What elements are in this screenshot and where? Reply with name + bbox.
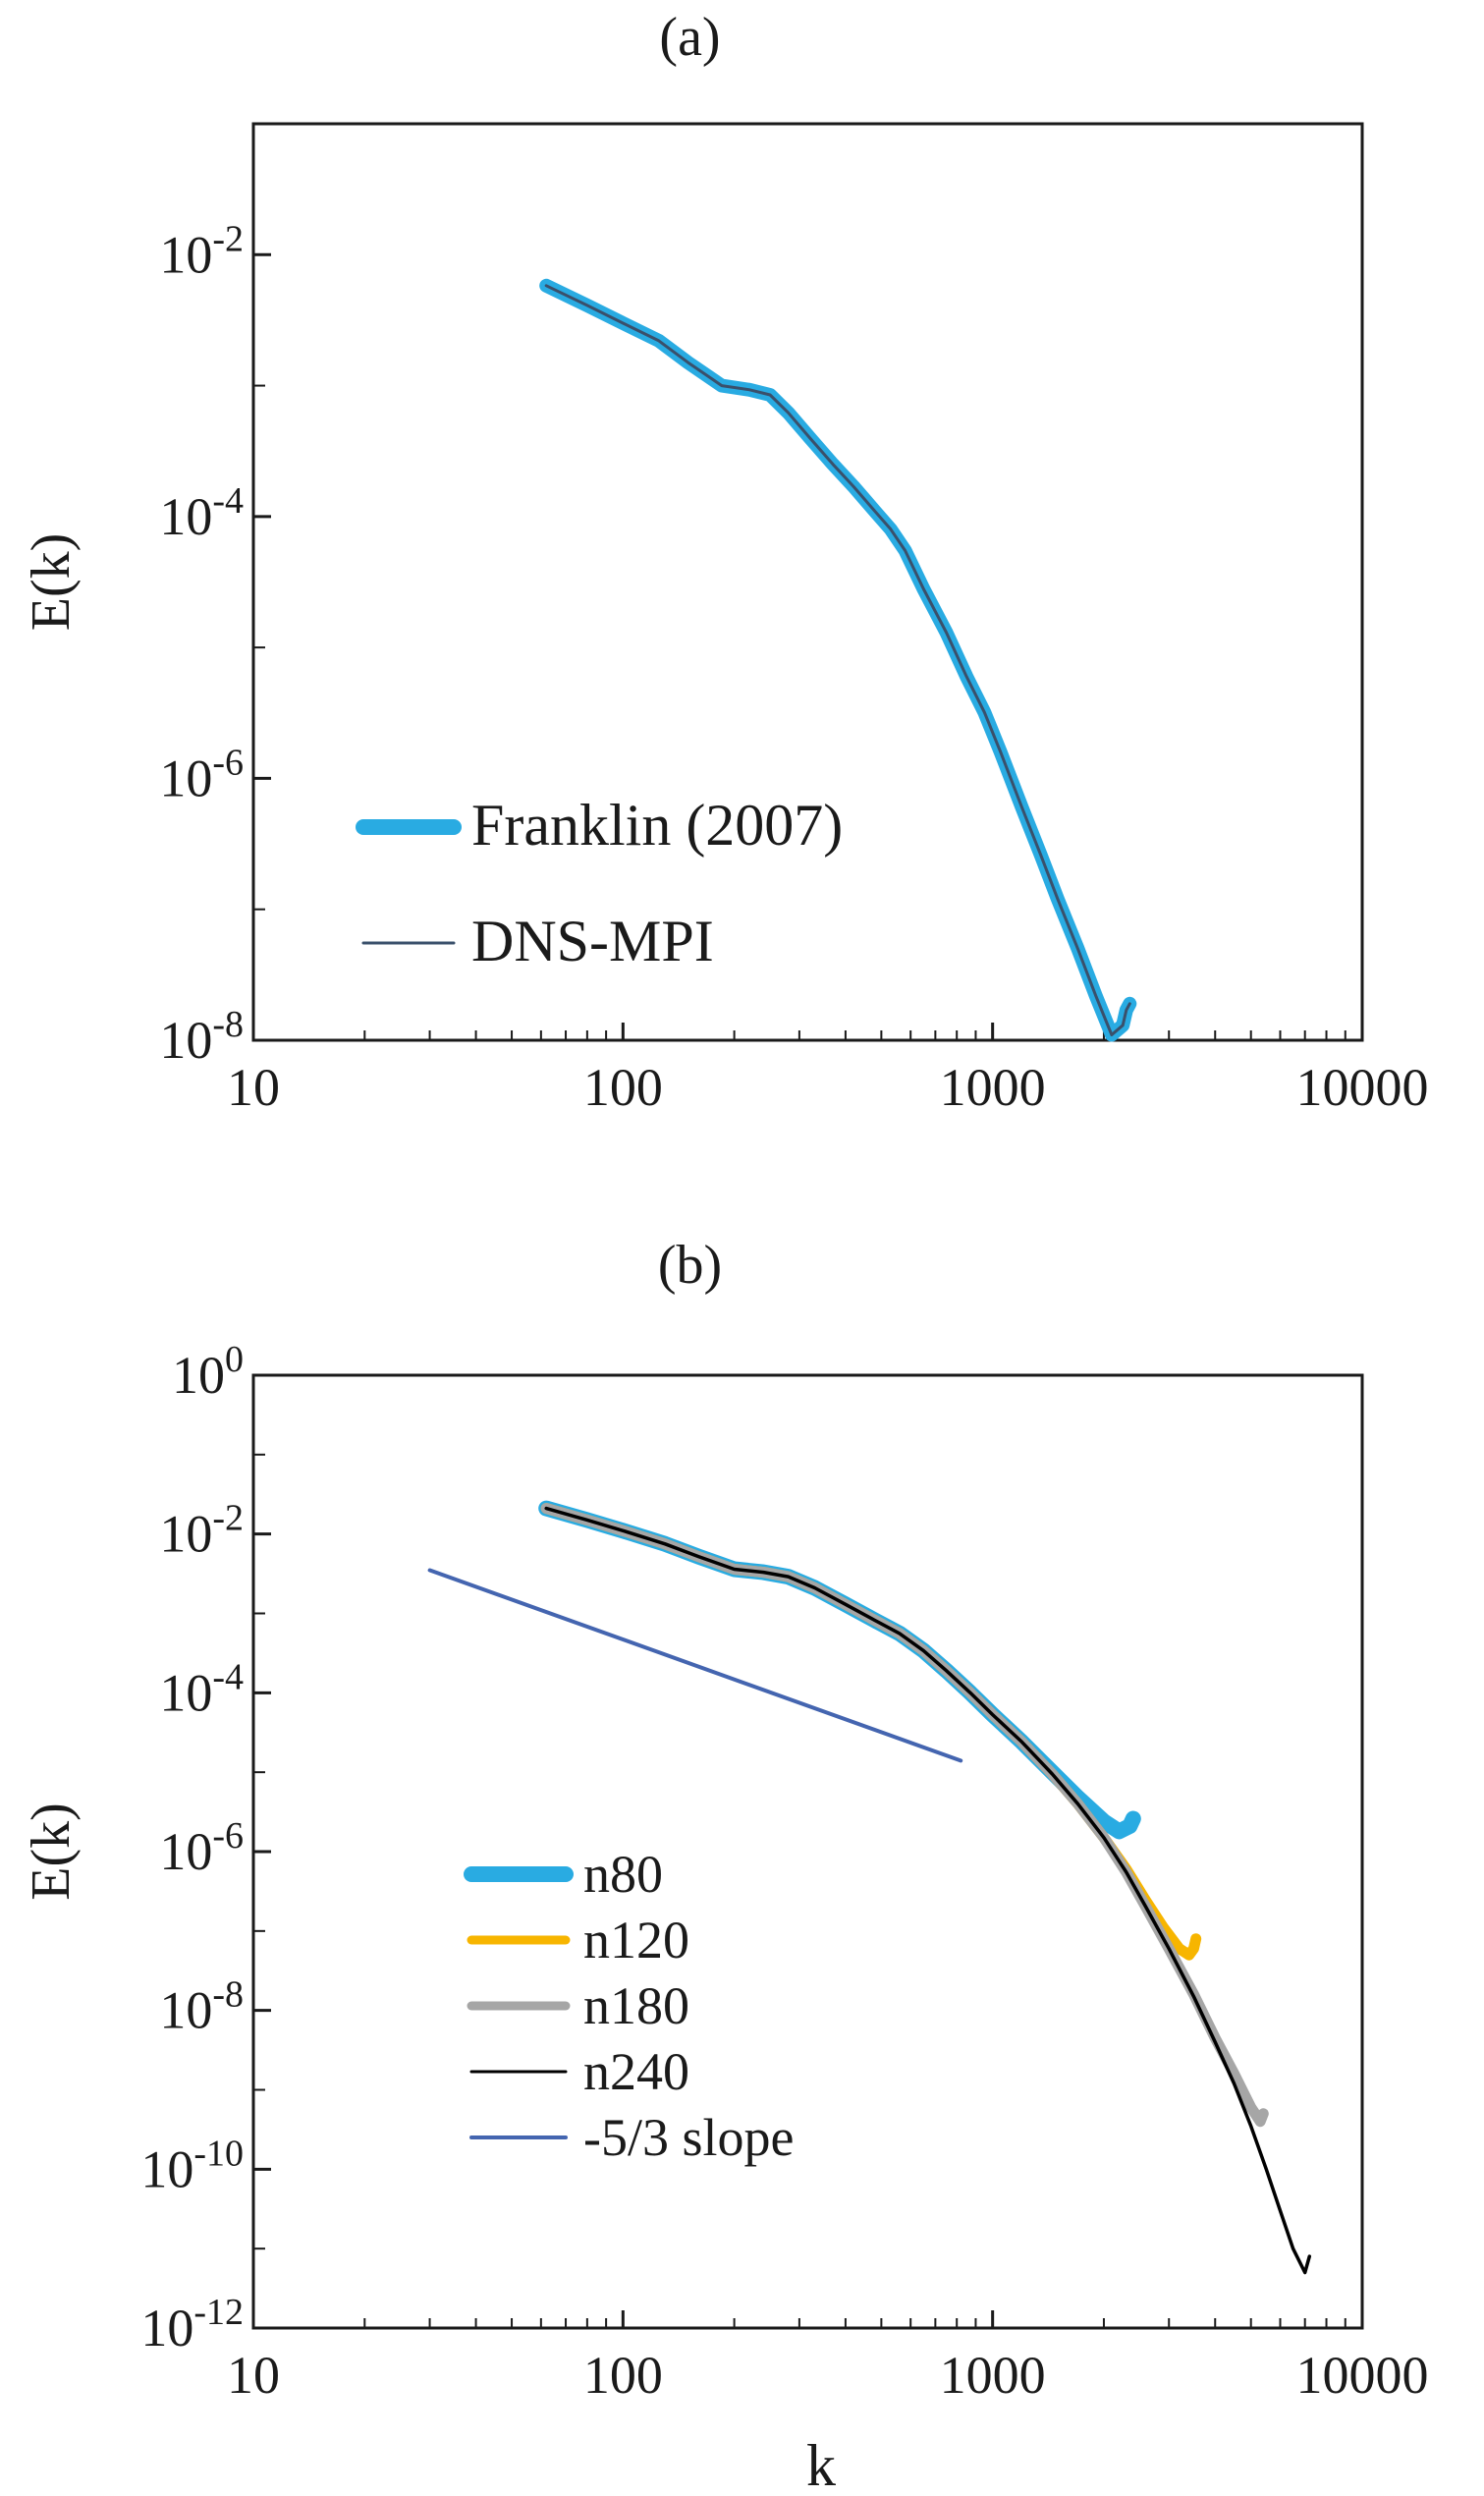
legend-label: -5/3 slope: [583, 2108, 794, 2167]
y-tick-label: 10-2: [159, 1498, 244, 1564]
y-tick-label: 100: [172, 1339, 244, 1405]
series-line: [538, 1500, 1141, 1840]
y-tick-label: 10-6: [159, 1815, 244, 1881]
y-tick-label: 10-4: [159, 1656, 244, 1722]
y-tick-label: 10-2: [159, 218, 244, 284]
series-line: [427, 1568, 963, 1763]
y-tick-label: 10-12: [140, 2292, 244, 2357]
x-tick-label: 10: [227, 2346, 280, 2405]
x-tick-label: 10000: [1296, 2346, 1429, 2405]
legend-label: n180: [583, 1976, 689, 2035]
series-line: [544, 1506, 1312, 2275]
x-tick-label: 1000: [940, 1058, 1046, 1117]
y-tick-label: 10-4: [159, 480, 244, 546]
legend-label: n240: [583, 2042, 689, 2101]
y-axis-label: E(k): [21, 533, 82, 632]
legend-label: Franklin (2007): [471, 793, 843, 858]
x-tick-label: 100: [583, 2346, 663, 2405]
x-tick-label: 10: [227, 1058, 280, 1117]
chart-panel-a: (a) 10 100 1000 10000 10-2 10-4 10-6 10-8 E(k) Fra…: [21, 7, 1429, 1117]
x-tick-label: 100: [583, 1058, 663, 1117]
y-axis-label: E(k): [21, 1803, 82, 1901]
y-tick-label: 10-6: [159, 742, 244, 807]
chart-title: (b): [658, 1235, 722, 1296]
x-tick-label: 10000: [1296, 1058, 1429, 1117]
legend-label: n80: [583, 1845, 663, 1904]
x-axis-label: k: [806, 2433, 836, 2496]
y-tick-label: 10-8: [159, 1974, 244, 2040]
chart-panel-b: (b) 10 100 1000 10000 100 10-2 10-4 10-6 10-8 10-1…: [21, 1235, 1429, 2496]
y-tick-label: 10-10: [140, 2133, 244, 2198]
x-tick-label: 1000: [940, 2346, 1046, 2405]
plot-frame: [251, 1373, 1364, 2330]
y-tick-label: 10-8: [159, 1004, 244, 1070]
legend-label: n120: [583, 1911, 689, 1969]
chart-title: (a): [659, 7, 720, 68]
legend-label: DNS-MPI: [471, 909, 714, 973]
plot-frame: [251, 122, 1364, 1042]
